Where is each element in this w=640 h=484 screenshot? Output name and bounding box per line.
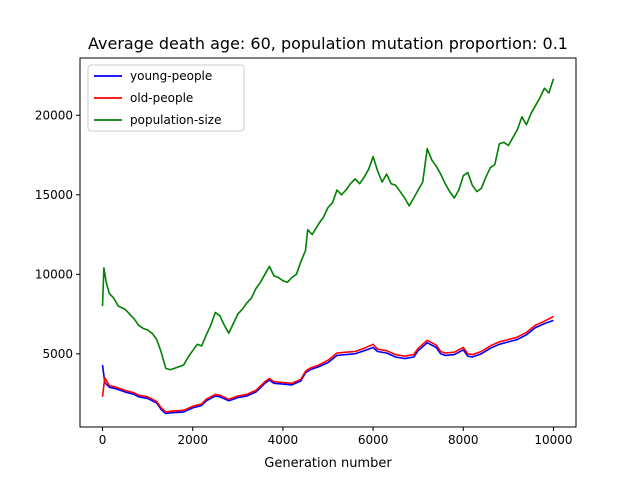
legend-label-young-people: young-people (130, 69, 212, 83)
x-tick-label: 10000 (534, 433, 572, 447)
x-axis-label: Generation number (264, 456, 392, 471)
plot-series (101, 78, 555, 415)
legend-box (87, 64, 245, 132)
chart-title: Average death age: 60, population mutati… (88, 34, 568, 53)
legend-label-old-people: old-people (130, 91, 193, 105)
y-tick-label: 10000 (35, 267, 73, 281)
y-tick-label: 15000 (35, 188, 73, 202)
plot-frame (79, 57, 577, 428)
legend: young-people old-people population-size (87, 64, 245, 132)
x-tick-label: 8000 (448, 433, 479, 447)
series-line-young-people (101, 319, 554, 415)
x-tick-label: 6000 (358, 433, 389, 447)
series-line-population-size (101, 78, 555, 371)
x-axis: 0 2000 4000 6000 8000 10000 (99, 427, 573, 447)
y-tick-label: 20000 (35, 108, 73, 122)
legend-label-population-size: population-size (130, 113, 221, 127)
x-tick-label: 4000 (268, 433, 299, 447)
y-axis: 5000 10000 15000 20000 (35, 108, 80, 361)
x-tick-label: 0 (99, 433, 107, 447)
y-tick-label: 5000 (42, 347, 73, 361)
x-tick-label: 2000 (177, 433, 208, 447)
series-line-old-people (101, 315, 554, 413)
